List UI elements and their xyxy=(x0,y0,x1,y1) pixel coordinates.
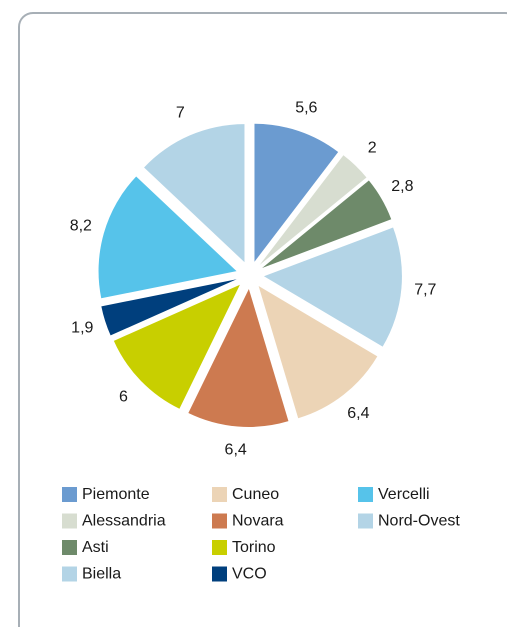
legend-swatch xyxy=(62,540,77,555)
data-label: 5,6 xyxy=(295,99,317,116)
legend-label: Alessandria xyxy=(82,513,166,530)
legend-swatch xyxy=(62,513,77,529)
legend-swatch xyxy=(212,513,227,529)
data-label: 2,8 xyxy=(391,178,413,195)
pie-slice xyxy=(144,124,245,263)
legend-swatch xyxy=(62,487,77,502)
legend-swatch xyxy=(212,566,227,582)
pie-slice xyxy=(98,176,237,299)
legend-label: Novara xyxy=(232,513,284,530)
legend-swatch xyxy=(358,513,373,529)
data-label: 1,9 xyxy=(71,320,93,337)
legend-label: VCO xyxy=(232,566,267,583)
pie-slice xyxy=(258,286,378,419)
data-label: 6,4 xyxy=(347,405,369,422)
pie-slice xyxy=(259,155,367,265)
data-label: 2 xyxy=(368,140,377,157)
pie-slice xyxy=(262,180,392,268)
legend-label: Torino xyxy=(232,539,276,556)
pie-slice xyxy=(263,227,402,347)
pie-slice xyxy=(101,279,237,336)
data-label: 6 xyxy=(119,388,128,405)
legend-swatch xyxy=(358,487,373,502)
pie-slice xyxy=(113,284,240,409)
legend-label: Vercelli xyxy=(378,486,430,503)
data-label: 7,7 xyxy=(414,282,436,299)
legend-label: Cuneo xyxy=(232,486,279,503)
legend-label: Biella xyxy=(82,566,121,583)
legend-label: Nord-Ovest xyxy=(378,513,460,530)
data-label: 6,4 xyxy=(225,442,247,459)
legend-label: Asti xyxy=(82,539,109,556)
legend-swatch xyxy=(212,540,227,555)
data-label: 7 xyxy=(176,105,185,122)
legend-label: Piemonte xyxy=(82,486,150,503)
data-label: 8,2 xyxy=(70,218,92,235)
pie-slice xyxy=(188,288,289,427)
frame xyxy=(18,12,507,632)
pie-slice xyxy=(254,123,339,262)
legend-swatch xyxy=(212,487,227,502)
legend-swatch xyxy=(62,566,77,582)
